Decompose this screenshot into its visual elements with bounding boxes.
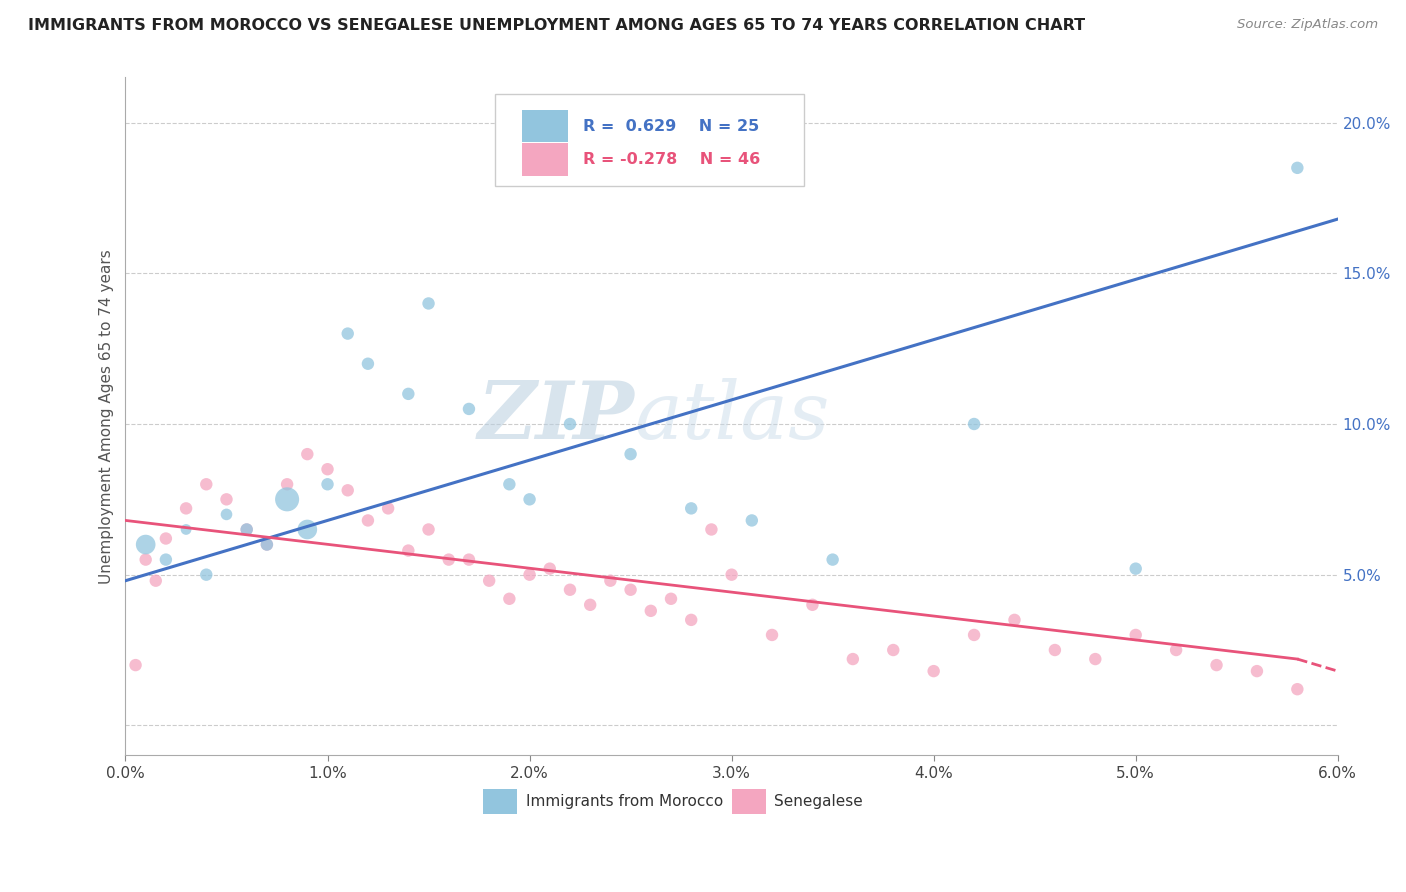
Text: Senegalese: Senegalese [775,794,863,809]
Point [842,652,865,666]
Point [761,628,783,642]
Point [1125,628,1147,642]
Point [155,552,177,566]
Text: R = -0.278    N = 46: R = -0.278 N = 46 [582,153,759,167]
Point [155,532,177,546]
Point [922,664,945,678]
Point [297,447,319,461]
Point [276,492,298,507]
Point [538,562,561,576]
Point [418,523,440,537]
Point [124,658,146,673]
Point [1084,652,1107,666]
Point [801,598,824,612]
Point [256,537,278,551]
Point [316,462,339,476]
Text: ZIP: ZIP [478,377,634,455]
Point [418,296,440,310]
Point [1205,658,1227,673]
Point [681,613,703,627]
Point [336,483,359,498]
Point [135,537,157,551]
Point [276,477,298,491]
Point [437,552,460,566]
Point [1166,643,1188,657]
Point [1246,664,1268,678]
Point [458,401,481,416]
Point [256,537,278,551]
Point [620,447,643,461]
Point [558,417,581,431]
Text: atlas: atlas [634,377,830,455]
Point [357,513,380,527]
Point [396,387,419,401]
Point [620,582,643,597]
FancyBboxPatch shape [484,789,517,814]
Point [963,628,986,642]
Text: R =  0.629    N = 25: R = 0.629 N = 25 [582,119,759,134]
Point [215,492,238,507]
Text: IMMIGRANTS FROM MOROCCO VS SENEGALESE UNEMPLOYMENT AMONG AGES 65 TO 74 YEARS COR: IMMIGRANTS FROM MOROCCO VS SENEGALESE UN… [28,18,1085,33]
Point [135,552,157,566]
FancyBboxPatch shape [522,110,568,143]
FancyBboxPatch shape [495,95,804,186]
Y-axis label: Unemployment Among Ages 65 to 74 years: Unemployment Among Ages 65 to 74 years [100,249,114,584]
Point [316,477,339,491]
Text: Immigrants from Morocco: Immigrants from Morocco [526,794,723,809]
Point [498,591,520,606]
Point [1286,161,1309,175]
Point [579,598,602,612]
Point [519,567,541,582]
Point [681,501,703,516]
Point [145,574,167,588]
Point [174,501,197,516]
Point [478,574,501,588]
Point [174,523,197,537]
Point [377,501,399,516]
Point [396,543,419,558]
Point [1043,643,1066,657]
Point [336,326,359,341]
Point [519,492,541,507]
FancyBboxPatch shape [522,144,568,176]
Point [1004,613,1026,627]
Point [741,513,763,527]
Point [1125,562,1147,576]
Point [720,567,742,582]
Point [700,523,723,537]
Point [558,582,581,597]
Point [821,552,844,566]
Point [195,477,218,491]
Point [357,357,380,371]
Point [458,552,481,566]
FancyBboxPatch shape [731,789,765,814]
Point [498,477,520,491]
Point [297,523,319,537]
Point [235,523,257,537]
Text: Source: ZipAtlas.com: Source: ZipAtlas.com [1237,18,1378,31]
Point [963,417,986,431]
Point [235,523,257,537]
Point [882,643,904,657]
Point [215,508,238,522]
Point [640,604,662,618]
Point [1286,682,1309,697]
Point [659,591,682,606]
Point [195,567,218,582]
Point [599,574,621,588]
